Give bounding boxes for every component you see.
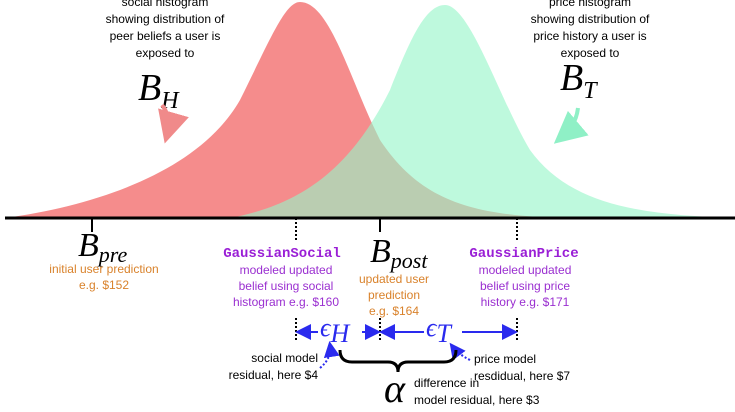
text: model residual, here $3 (414, 393, 540, 407)
text: price model (474, 352, 536, 366)
symbol-bpost: Bpost (370, 233, 428, 273)
text: history e.g. $171 (481, 295, 570, 309)
ticks (91, 218, 518, 340)
text: histogram e.g. $160 (233, 295, 339, 309)
text: belief using price (480, 279, 570, 293)
symbol-bh: BH (138, 67, 180, 114)
text: updated user (359, 272, 429, 286)
gaussian-social: GaussianSocial (223, 246, 341, 262)
text: residual, here $4 (229, 368, 319, 382)
text: price history a user is (533, 29, 646, 43)
price-description: price histogram showing distribution of … (531, 0, 650, 60)
text: price histogram (549, 0, 631, 9)
price-curve (230, 5, 735, 218)
epsilon-t: ϵT (426, 313, 452, 348)
gaussian-price: GaussianPrice (469, 246, 578, 262)
text: exposed to (136, 46, 195, 60)
symbol-bt: BT (560, 57, 598, 104)
residual-arrows (295, 324, 518, 369)
social-description: social histogram showing distribution of… (106, 0, 225, 60)
text: showing distribution of (106, 12, 225, 26)
arrow (553, 107, 589, 144)
alpha: α (384, 366, 406, 411)
arrow (158, 103, 189, 144)
social-curve (5, 2, 560, 218)
text: peer beliefs a user is (110, 29, 221, 43)
text: difference in (414, 376, 479, 390)
text: e.g. $164 (369, 304, 419, 318)
text: social model (251, 351, 318, 365)
text: exposed to (561, 46, 620, 60)
text: modeled updated (479, 263, 572, 277)
text: showing distribution of (531, 12, 650, 26)
epsilon-h: ϵH (320, 313, 350, 348)
text: belief using social (239, 279, 334, 293)
symbol-bpre: Bpre (78, 227, 128, 267)
text: prediction (368, 288, 420, 302)
text: resdidual, here $7 (474, 369, 570, 383)
text: social histogram (122, 0, 209, 9)
brace (338, 349, 458, 373)
text: initial user prediction (49, 262, 158, 276)
text: modeled updated (240, 263, 333, 277)
text: e.g. $152 (79, 278, 129, 292)
